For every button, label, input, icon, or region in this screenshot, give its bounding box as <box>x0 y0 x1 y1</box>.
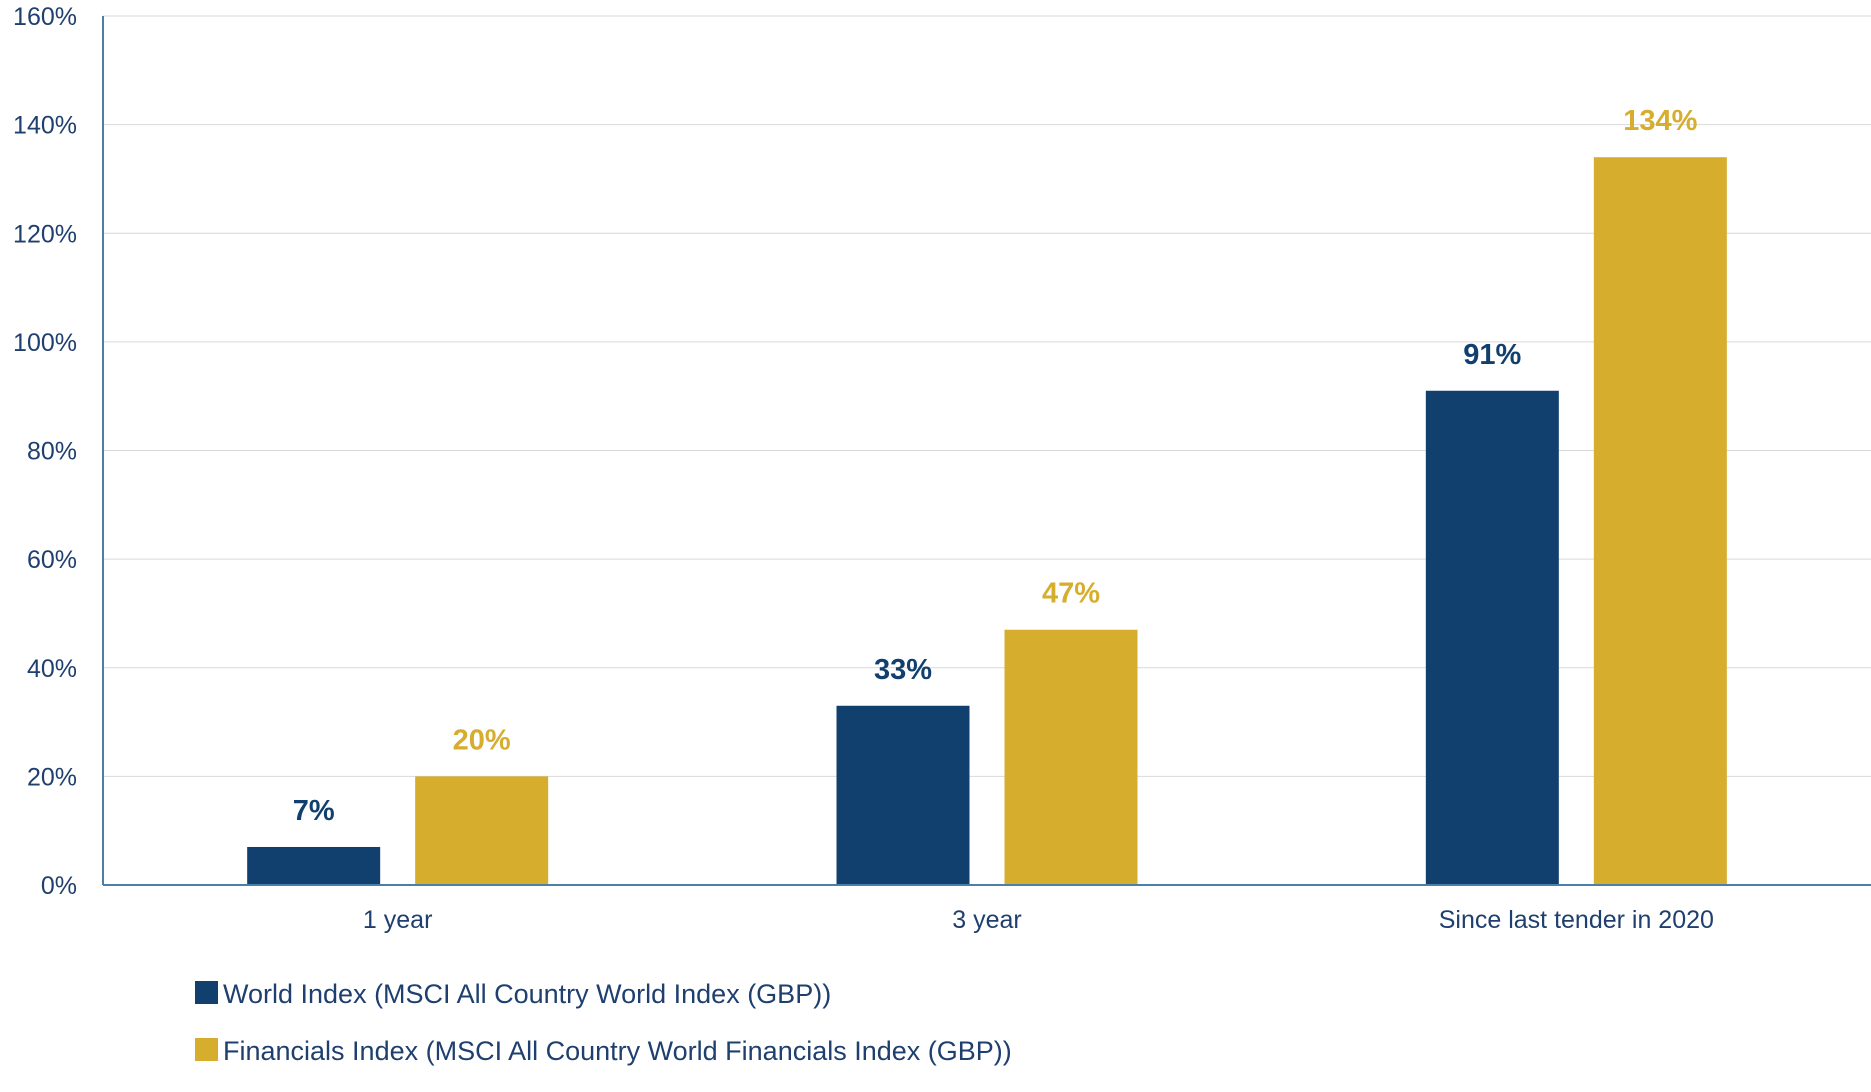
data-label: 47% <box>1042 578 1100 610</box>
bar-series-2-1-year <box>415 776 549 885</box>
y-tick-label: 80% <box>27 438 77 466</box>
y-tick-labels: 0% 20% 40% 60% 80% 100% 120% 140% 160% <box>13 3 77 900</box>
bar-series-1-1-year <box>247 846 381 885</box>
gridlines <box>103 15 1871 777</box>
y-tick-label: 120% <box>13 220 77 248</box>
data-label: 91% <box>1463 339 1521 371</box>
y-tick-label: 0% <box>41 872 77 900</box>
data-label: 7% <box>293 795 335 827</box>
x-category-labels: 1 year 3 year Since last tender in 2020 <box>363 906 1714 934</box>
legend: World Index (MSCI All Country World Inde… <box>195 979 1012 1066</box>
data-label: 20% <box>453 724 511 756</box>
legend-label: Financials Index (MSCI All Country World… <box>223 1036 1012 1066</box>
y-tick-label: 40% <box>27 655 77 683</box>
legend-swatch <box>195 1038 218 1061</box>
bars <box>247 157 1727 885</box>
x-category-label: 1 year <box>363 906 432 934</box>
legend-swatch <box>195 981 218 1004</box>
axes <box>102 16 1871 886</box>
x-category-label: Since last tender in 2020 <box>1439 906 1714 934</box>
y-tick-label: 160% <box>13 3 77 31</box>
data-label: 33% <box>874 654 932 686</box>
legend-label: World Index (MSCI All Country World Inde… <box>223 979 831 1009</box>
bar-series-2-3-year <box>1004 629 1138 885</box>
bar-series-2-since-last-tender-in-2020 <box>1593 157 1727 885</box>
data-label: 134% <box>1623 105 1697 137</box>
y-tick-label: 140% <box>13 112 77 140</box>
y-tick-label: 20% <box>27 763 77 791</box>
bar-series-1-3-year <box>836 705 970 885</box>
y-tick-label: 60% <box>27 546 77 574</box>
x-category-label: 3 year <box>952 906 1021 934</box>
y-tick-label: 100% <box>13 329 77 357</box>
bar-series-1-since-last-tender-in-2020 <box>1425 390 1559 885</box>
data-labels: 7% 20% 33% 47% 91% 134% <box>293 105 1698 827</box>
